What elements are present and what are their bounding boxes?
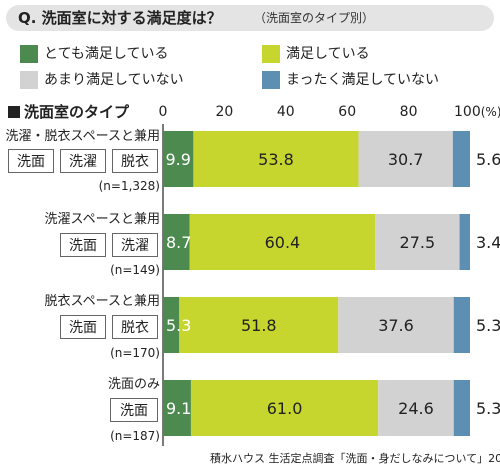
x-tick-label: 80 xyxy=(400,104,418,120)
sample-size: (n=1,328) xyxy=(98,179,160,193)
group-label: 洗濯スペースと兼用 xyxy=(44,212,160,227)
chip-sink: 洗面 xyxy=(8,149,54,173)
question-title: Q. 洗面室に対する満足度は？ xyxy=(18,9,222,27)
bar-segment xyxy=(452,131,470,187)
data-label: 37.6 xyxy=(378,316,414,335)
group-label: 脱衣スペースと兼用 xyxy=(44,294,160,309)
group-label: 洗濯・脱衣スペースと兼用 xyxy=(5,129,160,144)
x-tick-label: 0 xyxy=(159,104,168,120)
bar-segment xyxy=(190,380,379,436)
sample-size: (n=187) xyxy=(110,429,160,443)
bars xyxy=(163,131,470,436)
data-label: 5.3 xyxy=(476,399,500,418)
legend-swatch xyxy=(262,45,280,63)
legend-label: とても満足している xyxy=(44,46,169,62)
bar-segment xyxy=(358,131,453,187)
bar-segment xyxy=(179,297,339,353)
legend-swatch xyxy=(262,71,280,89)
bar-segment xyxy=(453,380,470,436)
data-label: 53.8 xyxy=(258,150,294,169)
section-title-text: 洗面室のタイプ xyxy=(24,103,130,121)
legend-swatch xyxy=(20,71,38,89)
chip-dressing: 脱衣 xyxy=(112,315,158,339)
bar-segment xyxy=(375,214,460,270)
sample-size: (n=170) xyxy=(110,346,160,360)
bar-segment xyxy=(163,131,194,187)
x-tick-label: 60 xyxy=(338,104,356,120)
data-label: 5.3 xyxy=(476,316,500,335)
bar-segment xyxy=(163,380,191,436)
data-label: 3.4 xyxy=(476,233,500,252)
section-title: 洗面室のタイプ xyxy=(8,101,129,123)
square-bullet-icon xyxy=(8,106,20,118)
data-label: 9.1 xyxy=(166,399,191,418)
data-label: 5.6 xyxy=(476,150,500,169)
group-label: 洗面のみ xyxy=(107,377,160,392)
question-banner: Q. 洗面室に対する満足度は？ （洗面室のタイプ別） xyxy=(6,5,494,31)
bar-segment xyxy=(453,297,470,353)
bar-segment xyxy=(378,380,454,436)
bar-segment xyxy=(459,214,470,270)
x-tick-label: 20 xyxy=(215,104,233,120)
bar-segment xyxy=(193,131,359,187)
bar-segment xyxy=(163,214,190,270)
bar-segment xyxy=(189,214,376,270)
data-label: 9.9 xyxy=(165,150,190,169)
data-label: 61.0 xyxy=(267,399,303,418)
chip-sink: 洗面 xyxy=(60,315,106,339)
source-credit: 積水ハウス 生活定点調査「洗面・身だしなみについて」2021 xyxy=(210,452,500,465)
bar-segment xyxy=(338,297,454,353)
legend-label: あまり満足していない xyxy=(44,72,184,88)
x-tick-label: 100(%) xyxy=(454,104,500,120)
data-label: 60.4 xyxy=(265,233,301,252)
data-label: 51.8 xyxy=(241,316,277,335)
chip-laundry: 洗濯 xyxy=(60,149,106,173)
data-label: 27.5 xyxy=(400,233,436,252)
bar-segment xyxy=(163,297,180,353)
data-label: 30.7 xyxy=(388,150,424,169)
legend-label: まったく満足していない xyxy=(286,72,440,88)
chip-sink: 洗面 xyxy=(60,233,106,257)
data-label: 8.7 xyxy=(166,233,191,252)
legend-label: 満足している xyxy=(286,46,370,62)
sample-size: (n=149) xyxy=(110,263,160,277)
question-subtitle: （洗面室のタイプ別） xyxy=(254,11,375,25)
data-label: 24.6 xyxy=(398,399,434,418)
chip-laundry: 洗濯 xyxy=(112,233,158,257)
value-labels: 9.9 53.8 30.7 5.6 8.7 60.4 27.5 3.4 5.3 51.8 37.6 5… xyxy=(165,150,500,418)
chip-sink: 洗面 xyxy=(110,398,158,422)
x-tick-label: 40 xyxy=(277,104,295,120)
legend-swatch xyxy=(20,45,38,63)
chip-dressing: 脱衣 xyxy=(112,149,158,173)
data-label: 5.3 xyxy=(166,316,191,335)
